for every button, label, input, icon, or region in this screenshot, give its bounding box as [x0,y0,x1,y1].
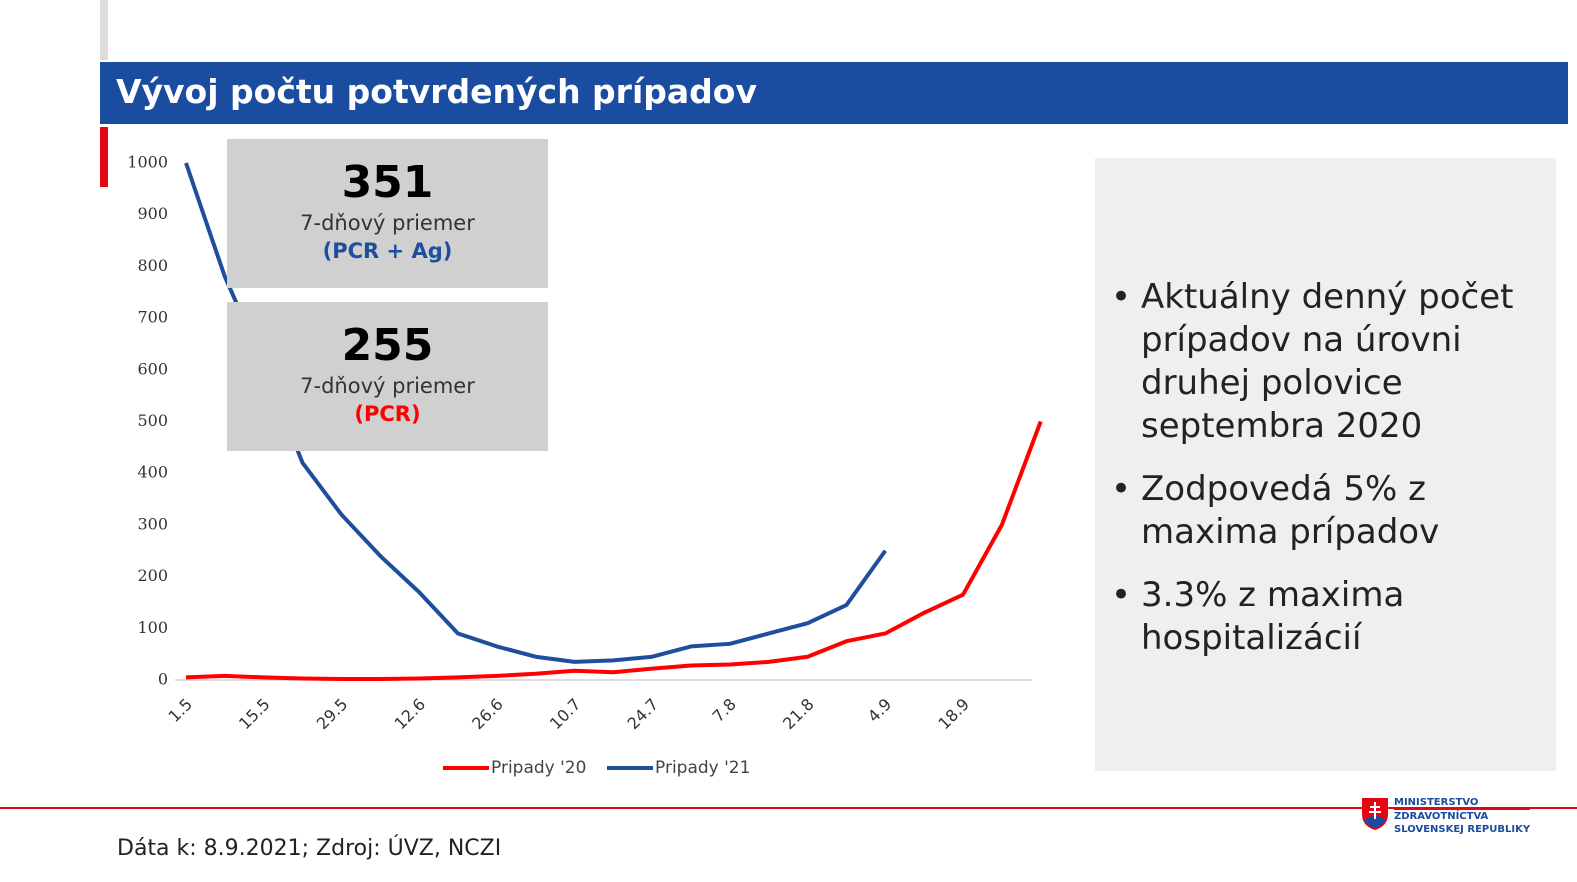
callout-label: 7-dňový priemer [300,374,475,398]
logo-emblem [1362,798,1388,830]
y-tick-label: 100 [137,618,168,637]
bullet: Aktuálny denný počet prípadov na úrovni … [1111,276,1521,448]
series-line [185,420,1043,681]
y-tick-label: 900 [137,204,168,223]
x-tick-label: 21.8 [779,695,818,734]
y-tick-label: 400 [137,463,168,482]
y-tick-label: 0 [158,670,168,689]
source: Dáta k: 8.9.2021; Zdroj: ÚVZ, NCZI [117,836,502,861]
title-bar: Vývoj počtu potvrdených prípadov [100,62,1568,124]
chart: 0 100 200 300 400 500 600 700 800 900 1000 1.5 15.5 2… [127,153,1043,778]
logo-line: MINISTERSTVO [1394,797,1479,808]
callout-label: 7-dňový priemer [300,211,475,235]
y-tick-label: 1000 [127,153,168,172]
callout-note: (PCR) [354,402,421,426]
y-tick-label: 300 [137,514,168,533]
x-tick-label: 1.5 [165,695,196,726]
accent-gray [100,0,108,60]
bullet-list: Aktuálny denný počet prípadov na úrovni … [1095,276,1521,680]
callout: 351 7-dňový priemer (PCR + Ag) [227,139,548,288]
y-tick-label: 700 [137,308,168,327]
x-tick-label: 18.9 [934,695,973,734]
x-tick-label: 12.6 [390,695,429,734]
callout-note: (PCR + Ag) [322,239,453,263]
summary-panel: Aktuálny denný počet prípadov na úrovni … [1095,158,1556,771]
callout-value: 255 [341,320,434,371]
y-tick-label: 500 [137,411,168,430]
x-tick-label: 26.6 [468,695,507,734]
x-tick-label: 10.7 [546,695,585,734]
callout-value: 351 [341,157,434,208]
x-tick-label: 7.8 [708,695,739,726]
footer-rule [0,807,1577,809]
bullet: 3.3% z maxima hospitalizácií [1111,574,1521,660]
x-tick-label: 15.5 [235,695,274,734]
logo-text: MINISTERSTVO ZDRAVOTNÍCTVA SLOVENSKEJ RE… [1394,796,1531,836]
x-tick-label: 24.7 [624,695,663,734]
title: Vývoj počtu potvrdených prípadov [116,72,757,111]
legend-label: Pripady '21 [655,758,750,778]
y-tick-label: 600 [137,359,168,378]
series-line [184,162,887,664]
accent-red [100,127,108,187]
x-tick-label: 4.9 [864,695,895,726]
bullet: Zodpovedá 5% z maxima prípadov [1111,468,1521,554]
y-tick-label: 800 [137,256,168,275]
callout: 255 7-dňový priemer (PCR) [227,302,548,451]
x-tick-label: 29.5 [313,695,352,734]
legend-label: Pripady '20 [491,758,586,778]
y-tick-label: 200 [137,566,168,585]
logo-line: ZDRAVOTNÍCTVA [1394,809,1531,823]
logo-line: SLOVENSKEJ REPUBLIKY [1394,824,1531,835]
